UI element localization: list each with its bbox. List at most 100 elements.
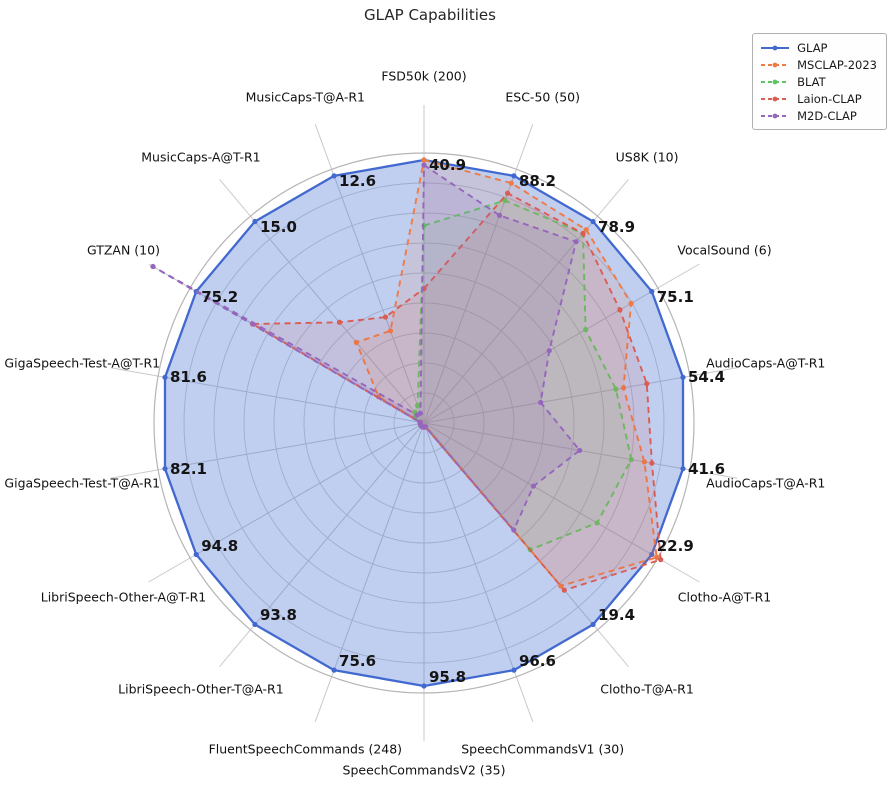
- value-label: 75.1: [656, 287, 694, 306]
- grid-ring: [393, 392, 455, 454]
- legend-label: BLAT: [797, 74, 826, 89]
- series-marker-MSCLAP-2023: [353, 339, 359, 346]
- grid-ring: [303, 302, 545, 544]
- axis-label: VocalSound (6): [677, 242, 772, 257]
- series-marker-MSCLAP-2023: [387, 328, 394, 334]
- series-marker-MSCLAP-2023: [583, 227, 589, 233]
- legend: GLAP MSCLAP-2023 BLAT Laion-CLAP M2D-CLAP: [752, 33, 887, 130]
- series-marker-M2D-CLAP: [546, 348, 552, 354]
- series-marker-BLAT: [502, 197, 508, 204]
- axis-label: LibriSpeech-Other-T@A-R1: [118, 681, 284, 697]
- series-marker-M2D-CLAP: [530, 483, 537, 489]
- series-marker-GLAP: [590, 218, 596, 225]
- legend-line-swatch: [761, 96, 790, 101]
- series-marker-Laion-CLAP: [649, 460, 655, 466]
- value-label: 41.6: [688, 459, 726, 478]
- axis-label: GTZAN (10): [86, 242, 160, 257]
- legend-entry-GLAP: GLAP: [760, 39, 877, 56]
- series-marker-M2D-CLAP: [421, 162, 427, 168]
- series-marker-BLAT: [594, 520, 600, 526]
- series-marker-BLAT: [414, 402, 421, 408]
- axis-label: LibriSpeech-Other-A@T-R1: [40, 589, 207, 604]
- grid-ring: [273, 272, 575, 574]
- series-marker-Laion-CLAP: [580, 230, 586, 237]
- series-marker-Laion-CLAP: [382, 314, 389, 320]
- legend-line-swatch: [761, 45, 790, 50]
- series-marker-M2D-CLAP: [511, 527, 517, 533]
- series-marker-Laion-CLAP: [505, 190, 511, 196]
- axis-label: Clotho-A@T-R1: [677, 589, 772, 604]
- series-marker-BLAT: [628, 456, 634, 463]
- series-marker-MSCLAP-2023: [421, 157, 427, 163]
- axis-label: MusicCaps-T@A-R1: [245, 89, 365, 105]
- series-marker-GLAP: [252, 218, 258, 225]
- series-marker-Laion-CLAP: [658, 557, 664, 563]
- series-marker-Laion-CLAP: [617, 307, 623, 313]
- value-label: 93.8: [259, 606, 297, 625]
- axis-label: ESC-50 (50): [505, 89, 580, 105]
- series-marker-MSCLAP-2023: [654, 554, 660, 560]
- series-marker-GLAP: [649, 551, 655, 558]
- value-label: 12.6: [339, 171, 377, 190]
- series-fill-Laion-CLAP: [252, 193, 661, 591]
- series-fill-GLAP: [165, 160, 683, 686]
- value-label: 15.0: [259, 217, 297, 236]
- value-label: 78.9: [598, 217, 636, 236]
- series-marker-M2D-CLAP: [417, 419, 423, 425]
- grid-ring: [333, 332, 515, 514]
- series-marker-M2D-CLAP: [150, 263, 156, 270]
- series-marker-GLAP: [421, 683, 427, 689]
- series-marker-Laion-CLAP: [561, 587, 567, 593]
- series-marker-M2D-CLAP: [538, 399, 544, 406]
- value-label: 94.8: [201, 536, 239, 555]
- value-label: 75.2: [201, 287, 239, 306]
- value-label: 75.6: [339, 652, 377, 671]
- axis-label: GigaSpeech-Test-A@T-R1: [4, 355, 161, 371]
- grid-ring: [243, 242, 605, 604]
- series-marker-MSCLAP-2023: [620, 385, 627, 391]
- series-marker-GLAP: [331, 173, 337, 179]
- value-label: 95.8: [429, 668, 467, 686]
- chart-title: GLAP Capabilities: [364, 6, 496, 24]
- value-label: 81.6: [169, 368, 207, 387]
- legend-line-swatch: [761, 62, 790, 67]
- legend-line-swatch: [761, 113, 790, 118]
- series-marker-GLAP: [511, 667, 517, 673]
- series-marker-M2D-CLAP: [577, 447, 583, 454]
- legend-entry-MSCLAP-2023: MSCLAP-2023: [760, 56, 877, 73]
- value-label: 19.4: [598, 606, 636, 625]
- legend-label: MSCLAP-2023: [797, 57, 877, 72]
- value-label: 40.9: [429, 156, 467, 174]
- value-label: 22.9: [656, 536, 694, 555]
- series-marker-GLAP: [193, 551, 199, 558]
- series-marker-GLAP: [252, 621, 258, 628]
- series-fill-M2D-CLAP: [152, 165, 580, 530]
- legend-label: M2D-CLAP: [797, 108, 857, 123]
- value-label: 96.6: [518, 652, 556, 671]
- series-fill-MSCLAP-2023: [356, 160, 657, 586]
- legend-label: GLAP: [797, 40, 828, 55]
- legend-line-swatch: [761, 79, 790, 84]
- grid-ring: [153, 152, 695, 694]
- series-marker-GLAP: [162, 374, 168, 380]
- series-marker-Laion-CLAP: [336, 319, 343, 325]
- axis-label: US8K (10): [615, 149, 679, 165]
- series-marker-BLAT: [583, 327, 589, 333]
- axis-label: AudioCaps-A@T-R1: [706, 355, 826, 371]
- series-marker-GLAP: [680, 466, 686, 472]
- series-marker-MSCLAP-2023: [558, 583, 564, 589]
- value-label: 82.1: [169, 459, 207, 478]
- series-marker-GLAP: [590, 621, 596, 628]
- series-marker-GLAP: [162, 466, 168, 472]
- series-marker-GLAP: [680, 374, 686, 380]
- series-marker-M2D-CLAP: [417, 410, 424, 416]
- legend-label: Laion-CLAP: [797, 91, 862, 106]
- series-marker-MSCLAP-2023: [641, 459, 648, 465]
- axis-label: SpeechCommandsV2 (35): [342, 762, 506, 778]
- grid-ring: [363, 362, 485, 484]
- value-label: 54.4: [688, 368, 726, 387]
- value-label: 88.2: [518, 171, 556, 190]
- axis-label: GigaSpeech-Test-T@A-R1: [4, 475, 161, 491]
- axis-label: MusicCaps-A@T-R1: [141, 149, 261, 165]
